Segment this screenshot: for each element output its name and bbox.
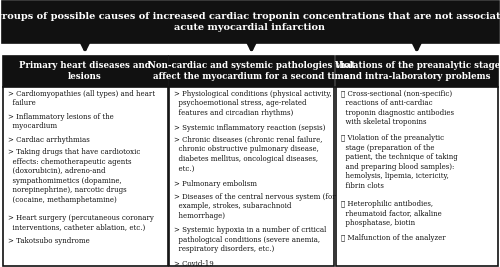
Bar	[2, 87, 168, 266]
Text: ✓ Heterophilic antibodies,
  rheumatoid factor, alkaline
  phosphatase, biotin: ✓ Heterophilic antibodies, rheumatoid fa…	[341, 200, 442, 227]
Text: Non-cardiac and systemic pathologies that
affect the myocardium for a second tim: Non-cardiac and systemic pathologies tha…	[148, 61, 355, 81]
Text: > Systemic inflammatory reaction (sepsis): > Systemic inflammatory reaction (sepsis…	[174, 124, 326, 132]
Text: Three groups of possible causes of increased cardiac troponin concentrations tha: Three groups of possible causes of incre…	[0, 12, 500, 32]
Text: ✓ Cross-sectional (non-specific)
  reactions of anti-cardiac
  troponin diagnost: ✓ Cross-sectional (non-specific) reactio…	[341, 90, 454, 127]
Text: > Heart surgery (percutaneous coronary
  interventions, catheter ablation, etc.): > Heart surgery (percutaneous coronary i…	[8, 214, 154, 231]
Text: > Cardiomyopathies (all types) and heart
  failure: > Cardiomyopathies (all types) and heart…	[8, 90, 154, 108]
Text: Violations of the preanalytic stage
and intra-laboratory problems: Violations of the preanalytic stage and …	[334, 61, 500, 81]
Bar	[169, 56, 334, 87]
Text: > Pulmonary embolism: > Pulmonary embolism	[174, 180, 257, 188]
Text: > Systemic hypoxia in a number of critical
  pathological conditions (severe ane: > Systemic hypoxia in a number of critic…	[174, 226, 326, 253]
Bar	[2, 56, 168, 87]
Text: Primary heart diseases and
lesions: Primary heart diseases and lesions	[19, 61, 151, 81]
Text: > Covid-19: > Covid-19	[174, 260, 214, 267]
Bar	[336, 87, 498, 266]
Text: > Takotsubo syndrome: > Takotsubo syndrome	[8, 237, 89, 245]
Text: > Physiological conditions (physical activity,
  psychoemotional stress, age-rel: > Physiological conditions (physical act…	[174, 90, 332, 117]
Bar	[169, 87, 334, 266]
Text: > Chronic diseases (chronic renal failure,
  chronic obstructive pulmonary disea: > Chronic diseases (chronic renal failur…	[174, 136, 322, 172]
Bar	[336, 56, 498, 87]
Text: > Inflammatory lesions of the
  myocardium: > Inflammatory lesions of the myocardium	[8, 113, 113, 131]
Text: > Cardiac arrhythmias: > Cardiac arrhythmias	[8, 136, 89, 144]
Text: > Taking drugs that have cardiotoxic
  effects: chemotherapeutic agents
  (doxor: > Taking drugs that have cardiotoxic eff…	[8, 148, 140, 204]
Text: ✓ Malfunction of the analyzer: ✓ Malfunction of the analyzer	[341, 234, 446, 242]
Text: ✓ Violation of the preanalytic
  stage (preparation of the
  patient, the techni: ✓ Violation of the preanalytic stage (pr…	[341, 134, 458, 190]
Text: > Diseases of the central nervous system (for
  example, strokes, subarachnoid
 : > Diseases of the central nervous system…	[174, 193, 336, 219]
Bar	[2, 1, 498, 43]
